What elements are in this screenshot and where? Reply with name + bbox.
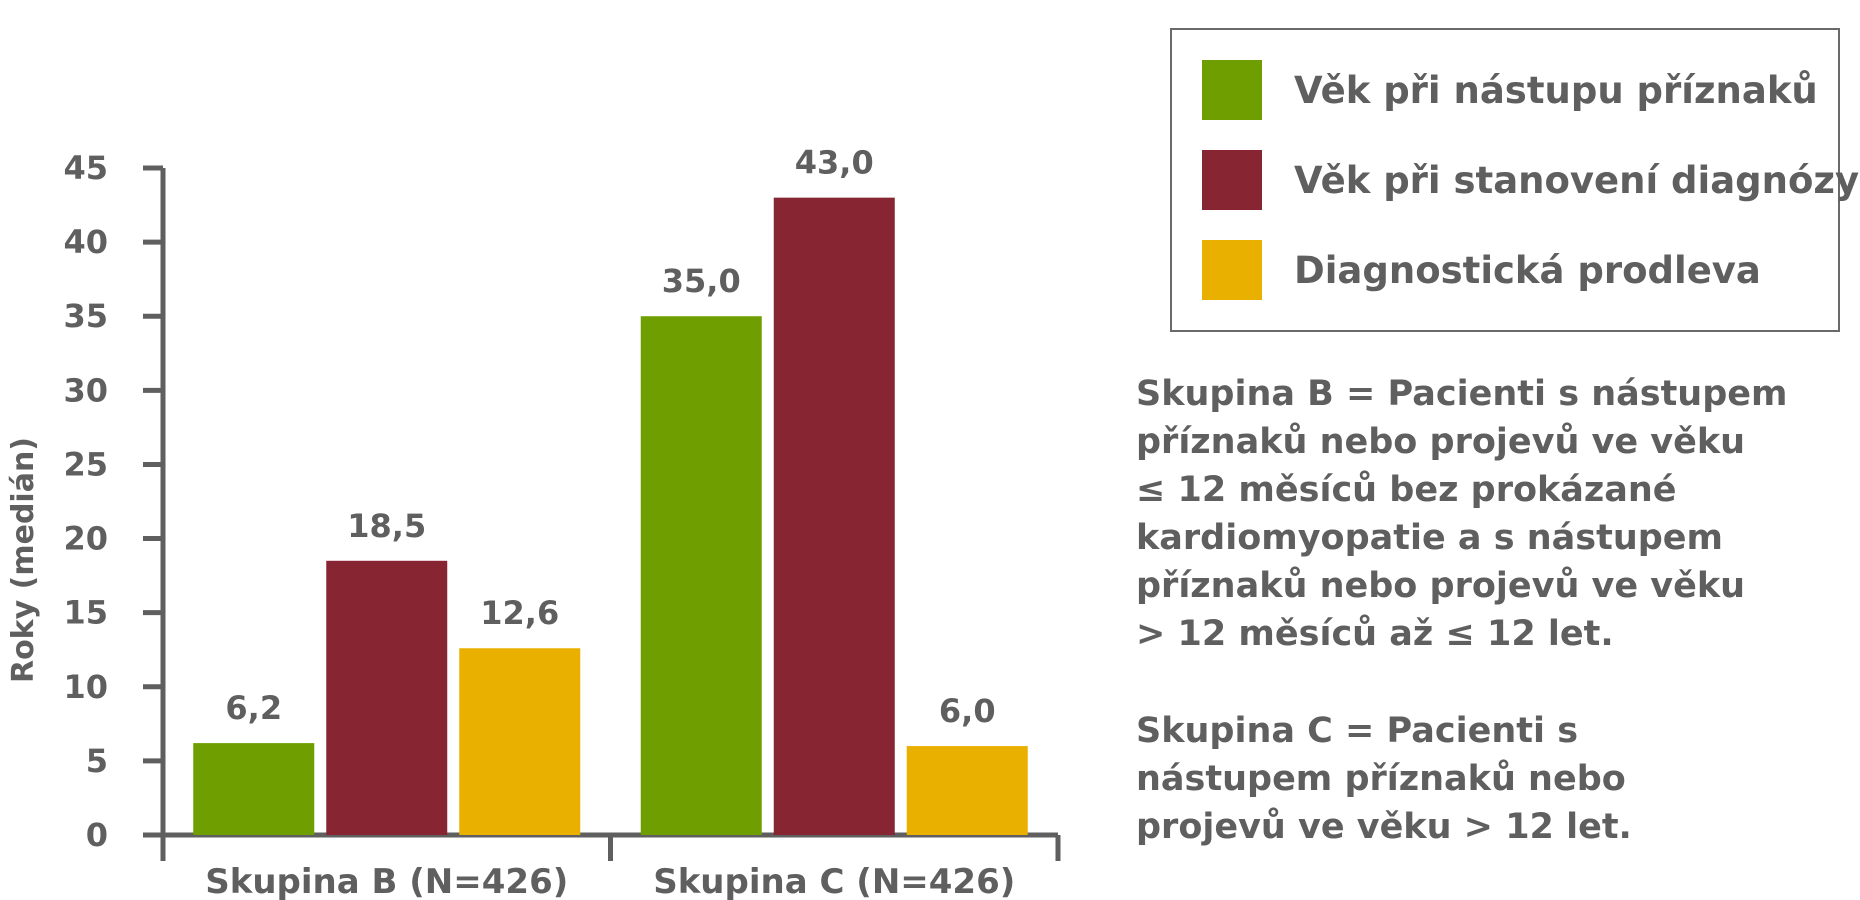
y-tick-label: 30 — [63, 371, 108, 409]
y-ticks: 0 5 10 15 20 25 30 35 40 45 — [63, 149, 163, 854]
legend-label-delay: Diagnostická prodleva — [1294, 248, 1761, 292]
note-group-c: Skupina C = Pacienti s nástupem příznaků… — [1136, 711, 1632, 847]
bar — [640, 316, 762, 835]
legend-swatch-diagnosis — [1202, 150, 1262, 210]
data-label: 6,0 — [939, 692, 996, 730]
note-group-b: Skupina B = Pacienti s nástupem příznaků… — [1136, 374, 1788, 654]
bar-chart: Roky (medián) 0 5 10 15 20 25 30 35 40 45 6,2 18,5… — [6, 144, 1061, 900]
legend-swatch-delay — [1202, 240, 1262, 300]
y-tick-label: 0 — [86, 816, 108, 854]
legend-label-diagnosis: Věk při stanovení diagnózy — [1294, 158, 1860, 202]
bar — [459, 648, 581, 835]
y-tick-label: 15 — [63, 594, 108, 632]
category-label: Skupina C (N=426) — [653, 862, 1015, 900]
y-axis-title: Roky (medián) — [6, 437, 41, 683]
y-tick-label: 40 — [63, 223, 108, 261]
y-tick-label: 5 — [86, 742, 108, 780]
bar — [906, 746, 1028, 835]
bar — [326, 560, 448, 835]
legend-item-diagnosis: Věk při stanovení diagnózy — [1202, 150, 1859, 210]
y-tick-label: 10 — [63, 668, 108, 706]
y-tick-label: 35 — [63, 297, 108, 335]
legend-item-onset: Věk při nástupu příznaků — [1202, 60, 1818, 120]
data-label: 6,2 — [225, 689, 282, 727]
y-tick-label: 20 — [63, 520, 108, 558]
legend-swatch-onset — [1202, 60, 1262, 120]
data-label: 18,5 — [347, 507, 426, 545]
legend-item-delay: Diagnostická prodleva — [1202, 240, 1761, 300]
data-labels: 6,2 18,5 12,6 35,0 43,0 6,0 — [225, 144, 995, 730]
bar — [193, 743, 315, 835]
bar — [773, 197, 895, 836]
category-labels: Skupina B (N=426) Skupina C (N=426) — [205, 862, 1015, 900]
category-label: Skupina B (N=426) — [205, 862, 568, 900]
data-label: 43,0 — [795, 144, 874, 182]
data-label: 12,6 — [480, 594, 559, 632]
legend-label-onset: Věk při nástupu příznaků — [1294, 68, 1818, 112]
bars — [193, 197, 1028, 836]
data-label: 35,0 — [662, 262, 741, 300]
legend: Věk při nástupu příznaků Věk při stanove… — [1170, 28, 1859, 332]
y-tick-label: 25 — [63, 445, 108, 483]
y-tick-label: 45 — [63, 149, 108, 187]
